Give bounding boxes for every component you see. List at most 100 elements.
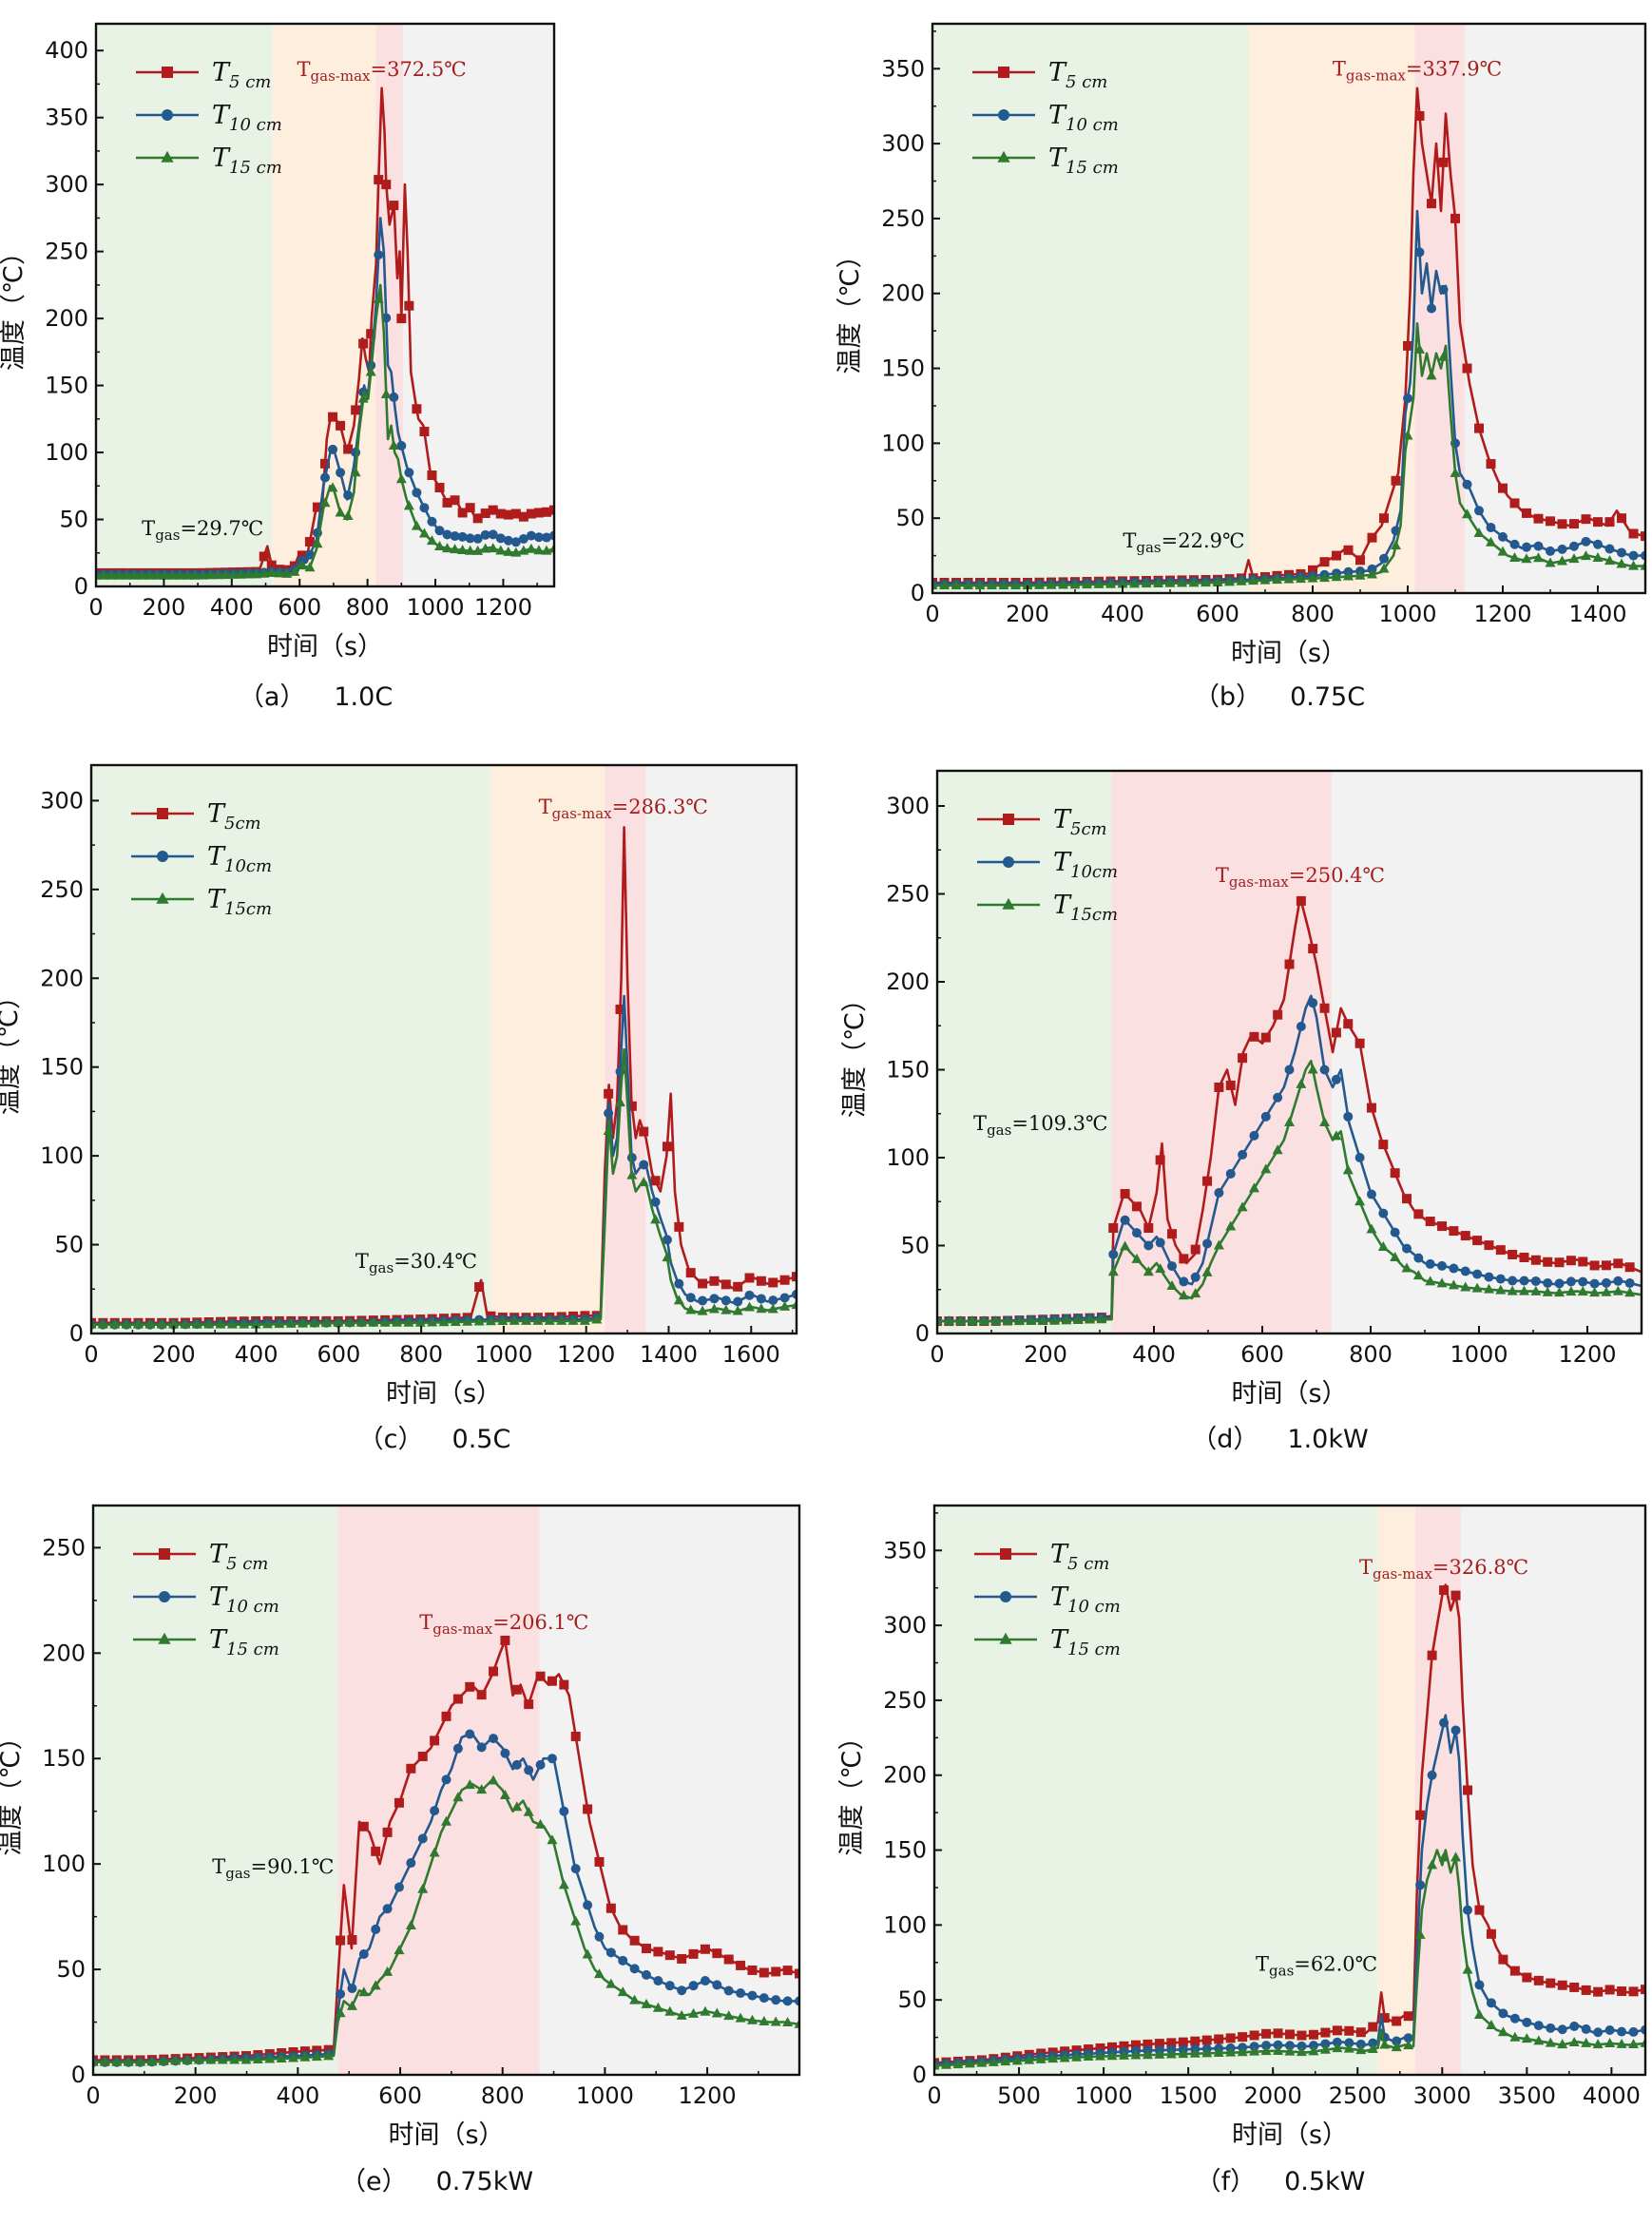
data-point-T5 bbox=[524, 1699, 534, 1710]
data-point-T5 bbox=[1354, 1038, 1365, 1048]
x-tick-label: 0 bbox=[88, 594, 103, 621]
data-point-T15 bbox=[344, 1316, 355, 1327]
data-point-T10 bbox=[511, 1759, 522, 1770]
data-point-T15 bbox=[480, 543, 491, 553]
legend-label-T10: T10cm bbox=[207, 842, 272, 876]
data-point-T10 bbox=[1249, 1130, 1259, 1141]
data-point-T10 bbox=[1474, 1980, 1485, 1990]
data-point-T10 bbox=[792, 1289, 797, 1299]
data-point-T15 bbox=[1355, 2044, 1367, 2055]
data-point-T15 bbox=[442, 543, 453, 553]
data-point-T5 bbox=[677, 1953, 687, 1964]
data-point-T15 bbox=[547, 1834, 558, 1845]
data-point-T5 bbox=[779, 1275, 790, 1285]
data-point-T10 bbox=[1460, 1266, 1470, 1276]
data-point-T15 bbox=[746, 2014, 758, 2024]
data-point-T10 bbox=[1379, 553, 1389, 564]
data-point-T15 bbox=[288, 2052, 299, 2062]
data-point-T15 bbox=[1000, 2056, 1011, 2066]
data-point-T15 bbox=[1497, 2026, 1508, 2037]
data-point-T5 bbox=[549, 505, 554, 515]
legend-label-T10: T10 cm bbox=[1048, 101, 1119, 135]
data-point-T15 bbox=[1225, 2046, 1237, 2057]
x-tick-label: 3000 bbox=[1413, 2082, 1471, 2109]
data-point-T10 bbox=[1437, 1260, 1448, 1271]
series-group bbox=[93, 1635, 799, 2067]
legend-label-T5: T5 cm bbox=[1050, 1540, 1109, 1574]
data-point-T15 bbox=[333, 1316, 344, 1327]
data-point-T5 bbox=[1484, 1240, 1494, 1251]
data-point-T15 bbox=[417, 1883, 429, 1893]
data-point-T5 bbox=[465, 503, 475, 513]
data-point-T5 bbox=[733, 1281, 743, 1292]
data-point-T15 bbox=[1519, 1285, 1529, 1295]
data-point-T15 bbox=[1497, 546, 1508, 556]
data-point-T10 bbox=[1530, 1276, 1541, 1286]
data-point-T5 bbox=[583, 1804, 593, 1814]
data-point-T15 bbox=[1059, 2052, 1070, 2062]
data-point-T15 bbox=[518, 545, 529, 555]
legend-label-T15: T15 cm bbox=[209, 1625, 279, 1659]
data-point-T10 bbox=[605, 1947, 616, 1958]
data-point-T15 bbox=[99, 2056, 110, 2066]
data-point-T15 bbox=[274, 1318, 285, 1329]
data-point-T5 bbox=[427, 470, 437, 481]
shade-region-pink bbox=[337, 1506, 540, 2075]
data-point-T15 bbox=[1473, 527, 1485, 537]
x-tick-label: 800 bbox=[399, 1341, 443, 1368]
data-point-T10 bbox=[1569, 2021, 1580, 2031]
data-point-T15 bbox=[664, 2005, 676, 2016]
legend-marker-T5 bbox=[1003, 814, 1014, 825]
data-point-T15 bbox=[1414, 1928, 1426, 1939]
data-point-T5 bbox=[1366, 1103, 1376, 1113]
x-tick-label: 200 bbox=[174, 2082, 218, 2109]
data-point-T15 bbox=[298, 1317, 309, 1328]
chart-panel-f: 0 500 1000 1500 2000 2500 3000 3500 4000 0 50 100 15… bbox=[837, 1504, 1647, 2196]
data-point-T15 bbox=[403, 500, 414, 510]
data-point-T15 bbox=[438, 1316, 450, 1327]
data-point-T5 bbox=[1495, 1245, 1506, 1256]
data-point-T15 bbox=[533, 545, 545, 555]
data-point-T15 bbox=[1438, 1851, 1450, 1862]
data-point-T10 bbox=[768, 1295, 778, 1306]
data-point-T10 bbox=[476, 1742, 487, 1753]
data-point-T5 bbox=[1332, 2025, 1342, 2036]
data-point-T5 bbox=[559, 1679, 569, 1690]
data-point-T5 bbox=[1415, 1810, 1426, 1820]
data-point-T15 bbox=[1026, 1315, 1037, 1326]
data-point-T10 bbox=[1617, 2026, 1627, 2037]
data-point-T5 bbox=[1108, 1223, 1119, 1233]
data-point-T15 bbox=[1592, 2039, 1604, 2049]
data-point-T15 bbox=[1071, 2051, 1083, 2062]
data-point-T10 bbox=[653, 1976, 663, 1986]
data-point-T5 bbox=[441, 1711, 451, 1721]
x-tick-label: 0 bbox=[84, 1341, 98, 1368]
legend-label-T10: T10 cm bbox=[209, 1582, 279, 1617]
data-point-T10 bbox=[1273, 1092, 1283, 1103]
data-point-T10 bbox=[472, 533, 483, 544]
data-point-T5 bbox=[650, 1176, 661, 1186]
data-point-T10 bbox=[1509, 539, 1520, 549]
data-point-T5 bbox=[488, 505, 498, 515]
data-point-T15 bbox=[1628, 560, 1639, 570]
data-point-T15 bbox=[1035, 2053, 1047, 2063]
data-point-T15 bbox=[1640, 560, 1645, 570]
data-point-T15 bbox=[1403, 2040, 1414, 2050]
data-point-T15 bbox=[240, 2054, 252, 2064]
data-point-T15 bbox=[1153, 577, 1163, 587]
data-point-T15 bbox=[158, 2055, 169, 2065]
data-point-T10 bbox=[406, 1858, 416, 1869]
y-tick-label: 150 bbox=[40, 1054, 84, 1081]
data-point-T10 bbox=[1273, 2040, 1283, 2050]
data-point-T10 bbox=[1190, 1272, 1201, 1282]
data-point-T5 bbox=[535, 1671, 546, 1681]
data-point-T15 bbox=[299, 2051, 311, 2062]
data-point-T10 bbox=[1308, 998, 1318, 1008]
data-point-T5 bbox=[642, 1944, 652, 1954]
x-tick-label: 600 bbox=[317, 1341, 360, 1368]
data-point-T10 bbox=[1462, 479, 1472, 489]
y-tick-label: 300 bbox=[886, 793, 930, 819]
data-point-T5 bbox=[1581, 514, 1591, 525]
data-point-T5 bbox=[795, 1968, 799, 1979]
y-axis-label: 温度（℃） bbox=[840, 987, 870, 1118]
